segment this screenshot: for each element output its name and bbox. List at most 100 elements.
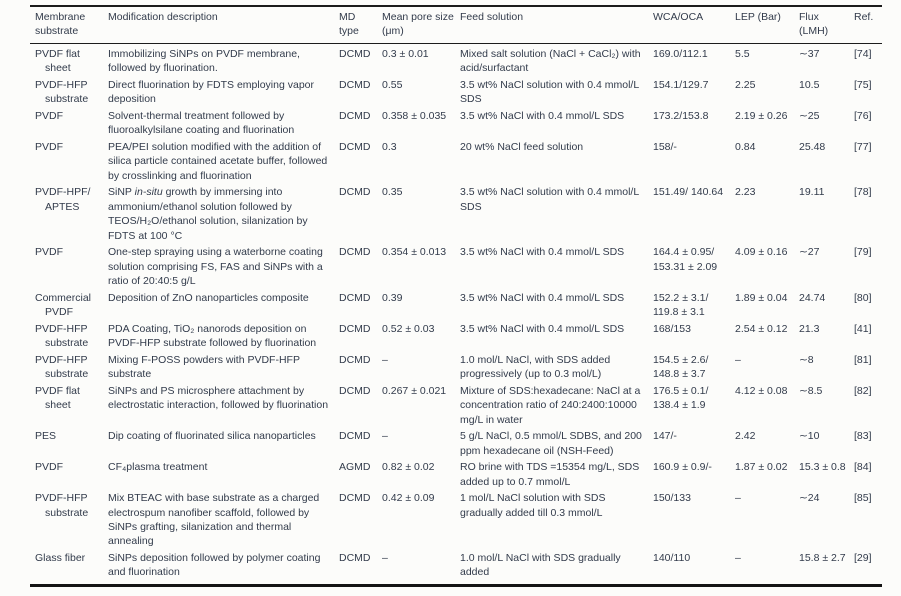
cell-wca_oca: 150/133 [653, 492, 691, 505]
cell-md_type: DCMD [339, 47, 371, 60]
cell-substrate: PVDF flat sheet [35, 384, 80, 412]
cell-lep: 2.25 [735, 78, 756, 91]
cell-md_type: DCMD [339, 430, 371, 443]
cell-feed: Mixed salt solution (NaCl + CaCl₂) with … [460, 47, 641, 75]
cell-lep: 2.23 [735, 186, 756, 199]
column-header-membrane-substrate: Membrane substrate [30, 6, 108, 44]
table-row: PVDF PEA/PEI solution modified with the a… [30, 139, 882, 184]
column-header-wca-oca: WCA/OCA [653, 6, 735, 44]
cell-flux: ∼10 [799, 430, 820, 443]
cell-md_type: DCMD [339, 353, 371, 366]
cell-substrate: Glass fiber [35, 551, 86, 564]
table-row: PVDF CF₄plasma treatment AGMD 0.82 ± 0.02 RO… [30, 459, 882, 490]
table-row: PVDF-HFP substrate PDA Coating, TiO₂ nano… [30, 321, 882, 352]
cell-md_type: DCMD [339, 78, 371, 91]
cell-feed: 3.5 wt% NaCl with 0.4 mmol/L SDS [460, 109, 625, 122]
cell-feed: Mixture of SDS:hexadecane: NaCl at a con… [460, 384, 641, 426]
table-header: Membrane substrate Modification descript… [30, 6, 882, 44]
cell-substrate: PVDF-HFP substrate [35, 78, 89, 106]
cell-ref: [85] [854, 492, 872, 505]
cell-substrate: PVDF [35, 246, 64, 259]
cell-ref: [74] [854, 47, 872, 60]
cell-flux: 24.74 [799, 291, 826, 304]
column-header-md-type: MD type [339, 6, 382, 44]
cell-ref: [29] [854, 551, 872, 564]
cell-feed: 1.0 mol/L NaCl, with SDS added progressi… [460, 353, 611, 381]
cell-ref: [76] [854, 109, 872, 122]
table-row: Commercial PVDF Deposition of ZnO nanopar… [30, 290, 882, 321]
cell-substrate: PVDF-HFP substrate [35, 492, 89, 519]
cell-flux: ∼8.5 [799, 384, 823, 397]
cell-pore_size: 0.267 ± 0.021 [382, 384, 447, 397]
cell-lep: 4.12 ± 0.08 [735, 384, 788, 397]
cell-wca_oca: 164.4 ± 0.95/ 153.31 ± 2.09 [653, 246, 718, 273]
table-row: PVDF One-step spraying using a waterborne… [30, 244, 882, 289]
cell-ref: [81] [854, 353, 872, 366]
header-row: Membrane substrate Modification descript… [30, 6, 882, 44]
cell-ref: [77] [854, 140, 872, 153]
cell-pore_size: – [382, 353, 388, 366]
cell-feed: 3.5 wt% NaCl with 0.4 mmol/L SDS [460, 246, 625, 259]
table-row: Glass fiber SiNPs deposition followed by … [30, 550, 882, 585]
cell-pore_size: 0.35 [382, 186, 403, 199]
cell-md_type: DCMD [339, 109, 371, 122]
cell-flux: 21.3 [799, 322, 820, 335]
cell-wca_oca: 158/- [653, 140, 677, 153]
cell-lep: – [735, 353, 741, 366]
cell-pore_size: 0.3 [382, 140, 397, 153]
cell-substrate: PVDF [35, 140, 64, 153]
cell-pore_size: – [382, 430, 388, 443]
table-row: PVDF-HPF/ APTES SiNP in-situ growth by im… [30, 184, 882, 244]
cell-pore_size: 0.82 ± 0.02 [382, 461, 435, 474]
cell-feed: 1.0 mol/L NaCl with SDS gradually added [460, 551, 621, 579]
cell-description: Mixing F-POSS powders with PVDF-HFP subs… [108, 353, 300, 381]
cell-flux: 10.5 [799, 78, 820, 91]
cell-description: SiNPs deposition followed by polymer coa… [108, 551, 321, 579]
cell-wca_oca: 168/153 [653, 322, 691, 335]
cell-flux: ∼37 [799, 47, 820, 60]
cell-description: Deposition of ZnO nanoparticles composit… [108, 291, 309, 304]
cell-md_type: AGMD [339, 461, 371, 474]
table-body: PVDF flat sheet Immobilizing SiNPs on PVD… [30, 43, 882, 585]
cell-description: SiNP in-situ growth by immersing into am… [108, 186, 308, 242]
cell-lep: – [735, 492, 741, 505]
cell-lep: – [735, 551, 741, 564]
cell-lep: 2.42 [735, 430, 756, 443]
cell-substrate: PES [35, 430, 57, 443]
cell-flux: 19.11 [799, 186, 825, 199]
cell-substrate: Commercial PVDF [35, 291, 92, 319]
column-header-ref: Ref. [854, 6, 882, 44]
cell-lep: 5.5 [735, 47, 750, 60]
cell-flux: ∼27 [799, 246, 820, 259]
cell-lep: 2.54 ± 0.12 [735, 322, 788, 335]
cell-substrate: PVDF-HPF/ APTES [35, 186, 91, 213]
cell-feed: 3.5 wt% NaCl with 0.4 mmol/L SDS [460, 291, 625, 304]
cell-flux: ∼24 [799, 492, 820, 505]
cell-description: Solvent-thermal treatment followed by fl… [108, 109, 295, 137]
cell-md_type: DCMD [339, 246, 371, 259]
cell-pore_size: 0.55 [382, 78, 403, 91]
cell-substrate: PVDF-HFP substrate [35, 353, 89, 381]
column-header-lep: LEP (Bar) [735, 6, 799, 44]
cell-ref: [41] [854, 322, 872, 335]
cell-feed: 3.5 wt% NaCl solution with 0.4 mmol/L SD… [460, 78, 639, 106]
cell-pore_size: 0.42 ± 0.09 [382, 492, 435, 505]
cell-description: Immobilizing SiNPs on PVDF membrane, fol… [108, 47, 300, 75]
cell-substrate: PVDF-HFP substrate [35, 322, 89, 350]
cell-ref: [82] [854, 384, 872, 397]
column-header-modification-description: Modification description [108, 6, 339, 44]
cell-wca_oca: 154.1/129.7 [653, 78, 709, 91]
cell-wca_oca: 140/110 [653, 551, 691, 564]
cell-wca_oca: 176.5 ± 0.1/ 138.4 ± 1.9 [653, 384, 709, 412]
column-header-mean-pore-size: Mean pore size (μm) [382, 6, 460, 44]
cell-wca_oca: 173.2/153.8 [653, 109, 709, 122]
cell-lep: 1.87 ± 0.02 [735, 461, 788, 474]
cell-wca_oca: 154.5 ± 2.6/ 148.8 ± 3.7 [653, 353, 709, 381]
cell-flux: ∼8 [799, 353, 814, 366]
table-row: PVDF flat sheet SiNPs and PS microsphere … [30, 383, 882, 428]
table-row: PVDF flat sheet Immobilizing SiNPs on PVD… [30, 43, 882, 76]
table-row: PVDF-HFP substrate Mix BTEAC with base su… [30, 490, 882, 550]
table-row: PVDF Solvent-thermal treatment followed b… [30, 108, 882, 139]
cell-lep: 4.09 ± 0.16 [735, 246, 788, 259]
